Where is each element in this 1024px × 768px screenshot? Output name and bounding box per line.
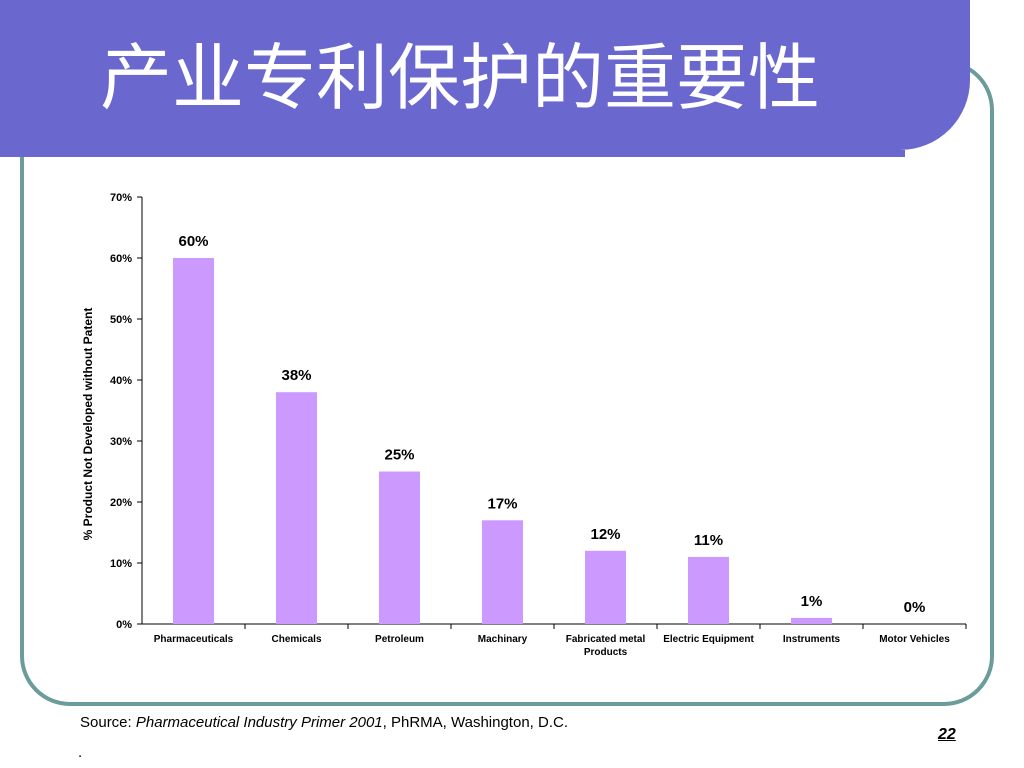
category-label: Petroleum	[375, 634, 424, 645]
data-label: 12%	[590, 526, 620, 543]
bar	[276, 392, 317, 624]
category-label: Fabricated metal Products	[566, 634, 646, 658]
bar	[688, 556, 729, 624]
data-label: 60%	[178, 233, 208, 250]
bar	[173, 258, 214, 624]
category-label: Pharmaceuticals	[154, 634, 234, 645]
y-tick-label: 60%	[110, 253, 132, 265]
y-tick-label: 40%	[110, 375, 132, 387]
source-citation: Source: Pharmaceutical Industry Primer 2…	[80, 714, 568, 731]
title-underline	[0, 150, 905, 157]
data-label: 17%	[487, 495, 517, 512]
data-label: 11%	[694, 532, 723, 549]
bar	[482, 520, 523, 624]
y-tick-label: 10%	[110, 558, 132, 570]
bar	[585, 550, 626, 624]
category-label: Chemicals	[271, 634, 321, 645]
y-tick-label: 50%	[110, 314, 132, 326]
title-banner: 产业专利保护的重要性	[0, 0, 970, 150]
footer-dot: .	[78, 744, 83, 761]
y-axis-label: % Product Not Developed without Patent	[81, 308, 95, 541]
category-label: Electric Equipment	[663, 634, 754, 645]
data-label: 38%	[281, 367, 311, 384]
data-label: 1%	[801, 593, 823, 610]
source-title: Pharmaceutical Industry Primer 2001	[135, 714, 383, 731]
y-tick-label: 70%	[110, 192, 132, 204]
source-suffix: , PhRMA, Washington, D.C.	[382, 714, 568, 731]
data-label: 25%	[384, 447, 414, 464]
page-number: 22	[938, 726, 956, 743]
bar	[379, 471, 420, 624]
category-label: Motor Vehicles	[879, 634, 950, 645]
category-label: Machinary	[478, 634, 528, 645]
category-label: Instruments	[783, 634, 841, 645]
y-tick-label: 0%	[116, 619, 132, 631]
data-label: 0%	[904, 599, 926, 616]
bar	[791, 617, 832, 624]
y-tick-label: 20%	[110, 497, 132, 509]
slide-title: 产业专利保护的重要性	[100, 36, 821, 120]
source-prefix: Source:	[80, 714, 136, 731]
y-tick-label: 30%	[110, 436, 132, 448]
